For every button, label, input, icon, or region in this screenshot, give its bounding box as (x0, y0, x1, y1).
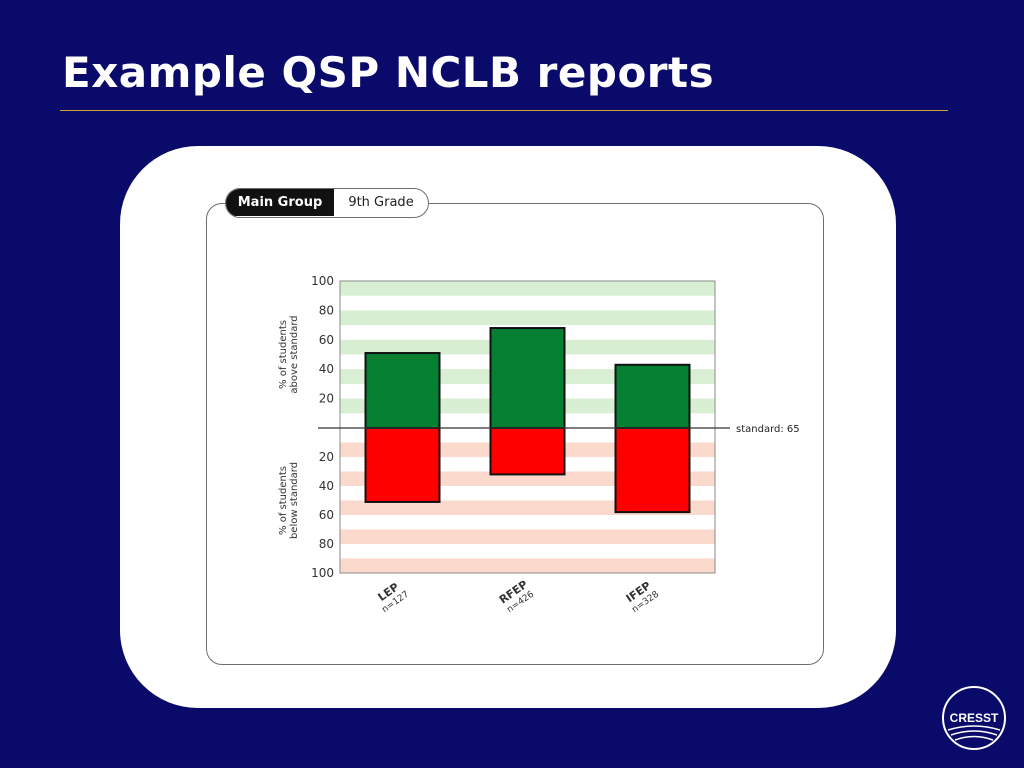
group-tabs: Main Group 9th Grade (225, 188, 429, 218)
y-tick-label: 100 (311, 274, 334, 288)
grid-band-upper (340, 281, 715, 296)
bar-above-standard (364, 352, 441, 429)
y-axis-label-upper: % of studentsabove standard (278, 315, 300, 393)
y-tick-label: 60 (319, 508, 334, 522)
y-tick-label: 20 (319, 392, 334, 406)
bar-below-standard (614, 427, 691, 514)
standard-line-label: standard: 65 (736, 424, 800, 435)
plot-area-border (339, 280, 716, 574)
grid-band-lower (340, 529, 715, 544)
y-tick-label: 40 (319, 362, 334, 376)
tab-main-group[interactable]: Main Group (226, 189, 334, 216)
y-tick-label: 60 (319, 333, 334, 347)
bar-below-standard (364, 427, 441, 503)
y-tick-label: 20 (319, 450, 334, 464)
tab-9th-grade[interactable]: 9th Grade (348, 195, 414, 210)
x-category-label: RFEPn=426 (497, 578, 537, 616)
x-category-label: LEPn=127 (372, 578, 411, 615)
slide-title: Example QSP NCLB reports (62, 48, 715, 97)
y-tick-label: 100 (311, 566, 334, 580)
bar-below-standard (489, 427, 566, 476)
y-tick-label: 80 (319, 537, 334, 551)
bar-above-standard (614, 363, 691, 430)
title-divider (60, 110, 948, 111)
y-tick-label: 80 (319, 303, 334, 317)
logo-text: CRESST (950, 711, 999, 725)
y-tick-label: 40 (319, 479, 334, 493)
x-category-label: IFEPn=328 (622, 578, 661, 615)
bar-above-standard (489, 327, 566, 430)
y-axis-label-lower: % of studentsbelow standard (278, 462, 300, 539)
cresst-logo-icon: CRESST (942, 686, 1006, 750)
grid-band-upper (340, 310, 715, 326)
grid-band-lower (340, 558, 715, 573)
